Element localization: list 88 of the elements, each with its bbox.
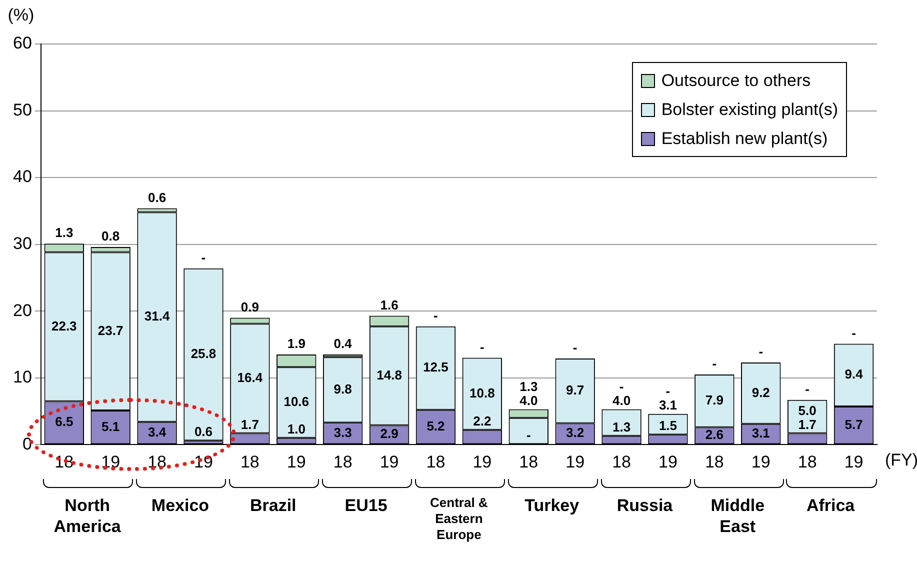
- data-label: 6.5: [55, 414, 74, 430]
- y-tick-label: 30: [12, 234, 32, 253]
- x-axis-title: (FY): [885, 450, 917, 470]
- legend-label: Establish new plant(s): [660, 128, 829, 150]
- x-tick-label: 19: [844, 452, 864, 472]
- data-label: 0.4: [334, 336, 353, 352]
- data-label: 0.6: [148, 190, 166, 205]
- data-label: -: [852, 325, 856, 340]
- x-tick-label: 18: [612, 452, 631, 472]
- data-label: 5.1: [102, 418, 120, 434]
- data-label: 4.0: [612, 392, 631, 408]
- data-label: 0.9: [240, 299, 259, 314]
- text: North America: [52, 494, 122, 537]
- data-label: 16.4: [237, 370, 264, 386]
- data-label: 1.3: [55, 225, 74, 240]
- text: Turkey: [524, 494, 580, 516]
- y-tick-label: 40: [12, 167, 32, 186]
- text: Russia: [616, 494, 674, 516]
- data-label: 10.8: [470, 385, 495, 400]
- data-label: 2.6: [705, 427, 724, 442]
- legend-label: Bolster existing plant(s): [660, 99, 838, 121]
- data-label: -: [434, 308, 438, 323]
- data-label: 0.6: [194, 424, 213, 440]
- data-label: -: [712, 356, 717, 372]
- x-tick-label: 19: [380, 452, 399, 472]
- x-tick-label: 19: [472, 452, 492, 472]
- text: Africa: [805, 494, 856, 516]
- data-label: 9.7: [566, 382, 584, 398]
- data-label: 2.9: [380, 426, 398, 442]
- data-label: 23.7: [98, 323, 124, 338]
- text: EU15: [344, 494, 388, 516]
- data-label: -: [805, 381, 810, 396]
- data-label: 5.0: [798, 402, 816, 418]
- data-label: 1.7: [240, 416, 259, 432]
- data-label: 5.2: [426, 418, 445, 434]
- y-axis-title: (%): [8, 6, 34, 25]
- x-tick-label: 18: [798, 452, 817, 472]
- data-label: 1.3: [520, 378, 538, 394]
- x-tick-label: 19: [286, 452, 306, 472]
- x-tick-label: 19: [566, 452, 585, 472]
- data-label: 9.2: [752, 384, 770, 400]
- data-label: -: [572, 340, 578, 356]
- data-label: 1.3: [612, 420, 631, 434]
- data-label: 3.3: [334, 424, 352, 440]
- data-label: 2.2: [473, 413, 492, 428]
- x-tick-label: 19: [658, 452, 678, 472]
- x-tick-label: 19: [751, 452, 770, 472]
- data-label: 3.4: [148, 424, 167, 440]
- data-label: -: [201, 250, 206, 265]
- text: Central & Eastern Europe: [429, 494, 489, 543]
- y-tick-label: 10: [12, 368, 32, 387]
- data-label: 25.8: [190, 346, 216, 362]
- data-label: 1.9: [287, 336, 306, 352]
- x-tick-label: 18: [333, 452, 352, 472]
- data-label: 0.8: [102, 228, 120, 244]
- data-label: 9.4: [844, 366, 864, 382]
- data-label: 14.8: [376, 367, 402, 382]
- data-label: 3.1: [752, 426, 770, 441]
- y-tick-label: 20: [12, 300, 32, 320]
- data-label: -: [480, 339, 484, 354]
- text: Brazil: [248, 494, 298, 516]
- data-label: 1.0: [287, 422, 306, 436]
- data-label: 22.3: [51, 318, 77, 334]
- data-label: 1.7: [798, 416, 816, 432]
- data-label: 3.1: [658, 397, 678, 412]
- data-label: 10.6: [284, 394, 310, 410]
- data-label: 4.0: [520, 392, 538, 408]
- x-tick-label: 18: [519, 452, 538, 472]
- data-label: -: [526, 428, 531, 443]
- text: Middle East: [710, 494, 766, 537]
- data-label: 1.6: [380, 297, 398, 312]
- x-tick-label: 18: [704, 452, 724, 472]
- x-tick-label: 18: [426, 452, 446, 472]
- legend-label: Outsource to others: [660, 70, 812, 92]
- data-label: -: [666, 383, 670, 398]
- data-label: 3.2: [566, 425, 584, 440]
- data-label: -: [619, 378, 624, 394]
- data-label: -: [758, 344, 764, 360]
- y-tick-label: 60: [12, 34, 32, 53]
- data-label: 12.5: [423, 360, 448, 375]
- data-label: 1.5: [658, 418, 678, 434]
- data-label: 31.4: [144, 308, 170, 324]
- data-label: 9.8: [334, 381, 352, 396]
- text: Mexico: [150, 494, 210, 516]
- data-label: 5.7: [844, 416, 863, 432]
- x-tick-label: 18: [240, 452, 260, 472]
- y-tick-label: 50: [12, 100, 32, 120]
- data-label: 7.9: [705, 392, 724, 408]
